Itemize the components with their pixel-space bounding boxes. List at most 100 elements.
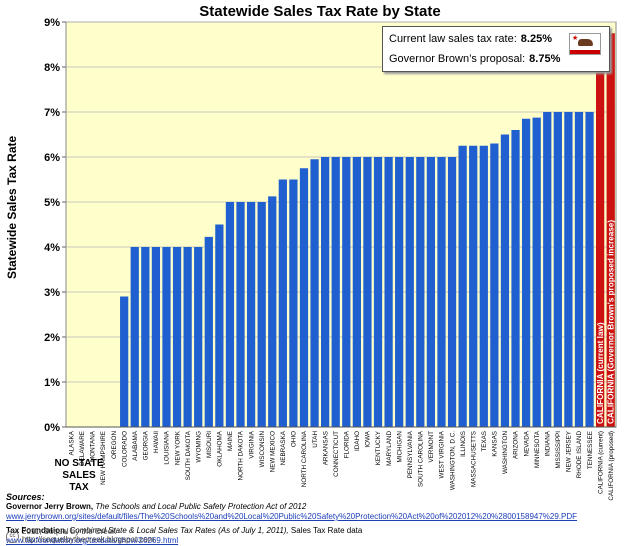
x-tick-label: MISOURI — [206, 431, 213, 458]
bar-california-current- — [596, 55, 605, 427]
x-tick-label: VIRGINIA — [248, 430, 255, 458]
bar-nebraska — [278, 179, 287, 427]
bar-louisiana — [162, 247, 171, 427]
bar-new-jersey — [564, 112, 573, 427]
bar-new-mexico — [268, 196, 277, 427]
x-tick-label: TEXAS — [481, 431, 488, 452]
legend-proposal-row: Governor Brown’s proposal: 8.75% — [389, 53, 560, 65]
source-2-title: Combined State & Local Sales Tax Rates (… — [69, 526, 289, 535]
source-2-note: Sales Tax Rate data — [290, 526, 363, 535]
sources-block: Sources: Governor Jerry Brown, The Schoo… — [6, 492, 577, 546]
chart-title: Statewide Sales Tax Rate by State — [199, 3, 441, 20]
bar-florida — [342, 157, 351, 427]
x-tick-label: FLORIDA — [343, 430, 350, 458]
bar-north-dakota — [236, 202, 245, 427]
x-tick-label: UTAH — [312, 431, 319, 448]
y-tick-label: 1% — [44, 377, 60, 389]
x-tick-label: ILLINOIS — [460, 431, 467, 457]
x-tick-label: VERMONT — [428, 431, 435, 463]
x-tick-label: NEVADA — [523, 430, 530, 456]
source-2-link[interactable]: www.taxfoundation.org/taxdata/show/26269… — [6, 536, 179, 545]
bar-maine — [225, 202, 235, 427]
x-tick-label: KENTUCKY — [375, 430, 382, 465]
bar-kentucky — [373, 157, 383, 427]
x-tick-label: MICHIGAN — [396, 431, 403, 463]
x-tick-label: INDIANA — [544, 430, 551, 456]
bar-massachusetts — [469, 145, 478, 427]
california-bar-label: CALIFORNIA (Governor Brown's proposed in… — [607, 220, 616, 424]
bar-arkansas — [321, 157, 330, 427]
source-1: Governor Jerry Brown, The Schools and Lo… — [6, 502, 577, 512]
x-tick-label: NORTH DAKOTA — [238, 430, 245, 480]
x-tick-label: CALIFORNIA (current) — [597, 431, 604, 494]
x-tick-label: ALASKA — [68, 430, 75, 455]
x-tick-label: ARKANSAS — [322, 431, 329, 465]
x-tick-label: ARIZONA — [513, 430, 520, 459]
x-tick-label: WEST VIRGINIA — [439, 430, 446, 478]
bar-pennsylvania — [405, 157, 414, 427]
y-tick-label: 2% — [44, 332, 60, 344]
bar-kansas — [490, 143, 499, 427]
bar-arizona — [511, 130, 520, 427]
no-state-sales-tax-label: NO STATE SALES TAX — [52, 458, 106, 494]
bar-wyoming — [194, 247, 203, 427]
california-flag-icon: ★ — [569, 33, 601, 55]
y-tick-label: 4% — [44, 242, 60, 254]
no-tax-line-1: NO STATE — [54, 458, 104, 469]
bar-mississippi — [553, 112, 562, 427]
bar-wisconsin — [257, 202, 266, 427]
x-tick-label: MAINE — [227, 431, 234, 451]
y-axis-label: Statewide Sales Tax Rate — [5, 135, 19, 279]
bar-vermont — [426, 157, 436, 427]
y-tick-label: 5% — [44, 197, 60, 209]
bar-california-proposed- — [606, 33, 615, 427]
x-tick-label: NEBRASKA — [280, 430, 287, 465]
x-tick-label: MASSACHUSETTS — [470, 431, 477, 487]
bar-ohio — [289, 179, 298, 427]
x-tick-label: NEW HAMPSHIRE — [100, 431, 107, 485]
bar-michigan — [395, 157, 404, 427]
bar-iowa — [363, 157, 372, 427]
legend-current-row: Current law sales tax rate: 8.25% — [389, 33, 552, 45]
bar-south-carolina — [416, 157, 425, 427]
x-tick-label: NEW MEXICO — [269, 431, 276, 472]
bar-utah — [310, 159, 319, 427]
bar-hawaii — [151, 247, 161, 427]
y-tick-label: 6% — [44, 152, 60, 164]
x-tick-label: SOUTH CAROLINA — [418, 430, 425, 487]
legend-current-label: Current law sales tax rate: — [389, 33, 517, 45]
x-tick-label: MISSISSIPPI — [555, 431, 562, 469]
x-tick-label: LOUISIANA — [164, 430, 171, 464]
source-1-link[interactable]: www.jerrybrown.org/sites/default/files/T… — [6, 512, 578, 521]
bar-idaho — [352, 157, 361, 427]
x-tick-label: PENNSYLVANIA — [407, 430, 414, 478]
bar-minnesota — [532, 117, 541, 427]
bar-texas — [479, 145, 488, 427]
source-1-title: The Schools and Local Public Safety Prot… — [95, 502, 307, 511]
x-tick-label: OHIO — [291, 431, 298, 447]
footer-line-2: http://soquelbythecreek.blogspot.com — [22, 535, 155, 544]
bar-connecticut — [331, 157, 340, 427]
x-tick-label: MONTANA — [90, 430, 97, 462]
x-tick-label: IDAHO — [354, 431, 361, 451]
source-1-author: Governor Jerry Brown, — [6, 502, 94, 511]
y-tick-label: 9% — [44, 17, 60, 29]
x-tick-label: WASHINGTON, D.C. — [449, 431, 456, 490]
x-tick-label: OREGON — [111, 431, 118, 459]
rate-legend-box: Current law sales tax rate: 8.25% Governo… — [382, 26, 610, 72]
x-tick-label: MINNESOTA — [534, 430, 541, 468]
sources-heading: Sources: — [6, 492, 45, 502]
x-tick-label: GEORGIA — [143, 430, 150, 460]
bar-georgia — [141, 247, 150, 427]
bar-south-dakota — [183, 247, 192, 427]
y-tick-label: 8% — [44, 62, 60, 74]
source-2: Tax Foundation, Combined State & Local S… — [6, 526, 577, 536]
bar-maryland — [384, 157, 393, 427]
x-tick-label: ALABAMA — [132, 430, 139, 461]
source-2-author: Tax Foundation, — [6, 526, 68, 535]
bar-north-carolina — [299, 168, 309, 427]
x-tick-label: TENNESSEE — [587, 431, 594, 469]
x-tick-label: SOUTH DAKOTA — [185, 430, 192, 480]
x-tick-label: OKLAHOMA — [217, 430, 224, 466]
